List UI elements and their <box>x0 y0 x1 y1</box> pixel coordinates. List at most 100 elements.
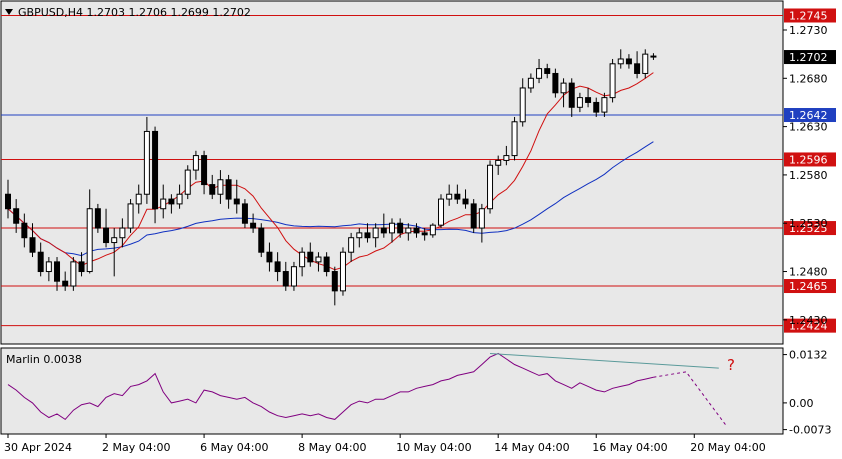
candle-body <box>527 77 534 89</box>
candle-body <box>103 227 110 244</box>
candle-body <box>642 53 649 74</box>
candle-body <box>429 224 436 236</box>
oscillator-trendline <box>489 352 719 369</box>
time-axis: 30 Apr 2024 2 May 04:00 6 May 04:00 8 May 0… <box>4 434 766 454</box>
candle-body <box>495 159 502 166</box>
candle-body <box>470 203 477 229</box>
question-annotation: ? <box>727 356 735 374</box>
candle-body <box>258 227 265 253</box>
price-tick-label: 1.2680 <box>789 72 828 85</box>
indicator-plot-area <box>0 347 784 435</box>
candle-body <box>634 63 641 74</box>
level-label-bg <box>784 279 836 294</box>
level-label-1.2745: 1.2745 <box>789 9 828 22</box>
candle-body <box>552 72 559 94</box>
candle-body <box>380 227 387 234</box>
candle-body <box>462 198 469 205</box>
current-price-bg <box>784 50 836 65</box>
indicator-title: Marlin 0.0038 <box>6 353 82 366</box>
price-tick-label: 1.2480 <box>789 266 828 279</box>
level-label-1.2525: 1.2525 <box>789 222 828 235</box>
candle-body <box>168 198 175 205</box>
price-tick-label: 1.2430 <box>789 314 828 327</box>
level-label-1.2424: 1.2424 <box>789 320 828 333</box>
candle-body <box>62 280 69 287</box>
candle-body <box>209 184 216 195</box>
time-tick-label: 16 May 04:00 <box>592 441 667 454</box>
indicator-tick-label: -0.0073 <box>789 424 831 437</box>
indicator-tick-label: 0.00 <box>789 397 814 410</box>
slow-moving-average-line <box>7 141 654 257</box>
candle-body <box>413 227 420 234</box>
level-label-bg <box>784 108 836 123</box>
candle-body <box>315 256 322 263</box>
candle-body <box>192 155 199 171</box>
level-label-1.2465: 1.2465 <box>789 280 828 293</box>
time-tick-label: 10 May 04:00 <box>396 441 471 454</box>
candle-body <box>348 237 355 253</box>
level-label-bg <box>784 221 836 236</box>
current-price-label: 1.2702 <box>789 51 828 64</box>
forecast-dashed-line <box>653 371 728 427</box>
candle-body <box>625 58 632 65</box>
indicator-tick-label: 0.0132 <box>789 349 828 362</box>
price-tick-label: 1.2630 <box>789 121 828 134</box>
candle-body <box>86 208 93 273</box>
time-tick-label: 14 May 04:00 <box>494 441 569 454</box>
candle-body <box>274 261 281 273</box>
candle-body <box>388 222 395 234</box>
candle-body <box>503 155 510 161</box>
oscillator-group: 0.0132 0.00 -0.0073 <box>7 349 831 437</box>
fast-moving-average-line <box>7 72 654 271</box>
moving-averages <box>7 72 654 271</box>
candle-body <box>241 203 248 224</box>
candle-body <box>78 261 85 273</box>
time-tick-label: 6 May 04:00 <box>200 441 268 454</box>
candle-body <box>511 121 518 157</box>
candles-group <box>5 49 657 306</box>
candle-body <box>160 198 167 210</box>
dropdown-triangle-icon[interactable] <box>5 9 13 15</box>
candle-body <box>266 251 273 263</box>
candle-body <box>45 261 52 273</box>
candle-body <box>397 222 404 234</box>
candle-body <box>568 82 575 108</box>
candle-body <box>364 232 371 239</box>
candle-body <box>282 271 289 287</box>
candle-body <box>405 227 412 234</box>
candle-body <box>421 232 428 236</box>
candle-body <box>519 87 526 123</box>
candle-body <box>438 198 445 226</box>
candle-body <box>5 193 11 210</box>
level-label-bg <box>784 152 836 167</box>
time-tick-label: 20 May 04:00 <box>690 441 765 454</box>
candle-body <box>152 130 159 210</box>
candle-body <box>111 237 118 244</box>
time-tick-label: 30 Apr 2024 <box>4 441 72 454</box>
candle-body <box>54 261 61 282</box>
candle-body <box>478 208 485 229</box>
candle-body <box>560 82 567 94</box>
price-axis: 1.27301.26801.26301.25801.25301.24801.24… <box>783 24 836 327</box>
candle-body <box>184 169 191 195</box>
candle-body <box>290 266 297 287</box>
symbol-info: GBPUSD,H4 1.2703 1.2706 1.2699 1.2702 <box>18 6 251 19</box>
candle-body <box>544 68 551 74</box>
candle-body <box>339 251 346 292</box>
candle-body <box>356 232 363 239</box>
candle-body <box>487 164 494 210</box>
candle-body <box>37 251 44 273</box>
candle-body <box>217 179 224 195</box>
level-label-1.2596: 1.2596 <box>789 153 828 166</box>
candle-body <box>127 203 134 229</box>
candle-body <box>593 101 600 113</box>
candle-body <box>585 97 592 103</box>
candle-body <box>446 193 453 200</box>
candle-body <box>576 97 583 108</box>
candle-body <box>372 227 379 239</box>
price-tick-label: 1.2730 <box>789 24 828 37</box>
candle-body <box>201 155 208 186</box>
candle-body <box>250 222 257 229</box>
